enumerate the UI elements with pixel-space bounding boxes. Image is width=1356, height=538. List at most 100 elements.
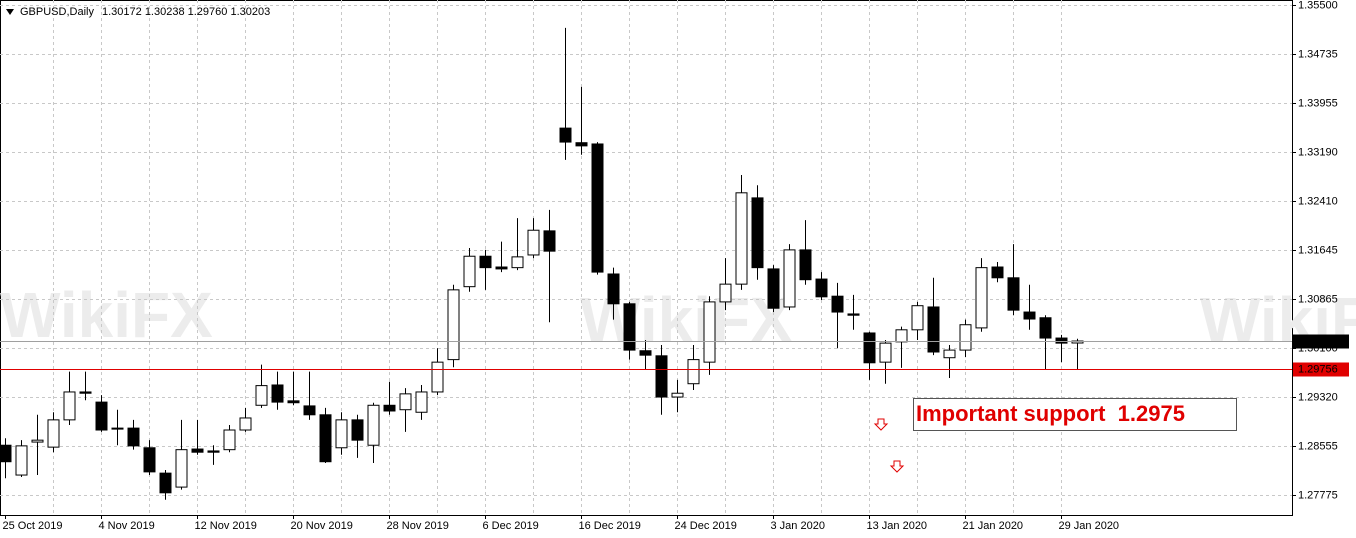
ohlc-label: 1.30172 1.30238 1.29760 1.30203	[102, 6, 270, 18]
candle-body	[143, 447, 156, 473]
candle-body	[943, 349, 956, 359]
candle-body	[463, 255, 476, 288]
candle-body	[719, 283, 732, 303]
x-tick-label: 13 Jan 2020	[867, 520, 928, 532]
candle-body	[831, 295, 844, 313]
x-tick-label: 20 Nov 2019	[291, 520, 353, 532]
candle-body	[255, 385, 268, 406]
y-tick-label: 1.28555	[1298, 440, 1338, 452]
candle-body	[335, 419, 348, 449]
candle-body	[31, 439, 44, 443]
candle-body	[175, 449, 188, 488]
x-tick-label: 6 Dec 2019	[483, 520, 539, 532]
candle-body	[623, 303, 636, 351]
candle-body	[415, 391, 428, 413]
candle-body	[1039, 317, 1052, 339]
y-tick-label: 1.31645	[1298, 244, 1338, 256]
candle-body	[223, 429, 236, 451]
candle-body	[495, 266, 508, 270]
candle-body	[95, 401, 108, 431]
candle-body	[879, 342, 892, 363]
y-tick-label: 1.27775	[1298, 489, 1338, 501]
candle-body	[79, 391, 92, 394]
candle-body	[1023, 311, 1036, 320]
candle-body	[863, 332, 876, 364]
x-tick-label: 4 Nov 2019	[99, 520, 155, 532]
candle-body	[511, 256, 524, 269]
candle-body	[799, 249, 812, 281]
x-tick-label: 29 Jan 2020	[1059, 520, 1120, 532]
x-tick-label: 21 Jan 2020	[963, 520, 1024, 532]
y-tick-label: 1.33190	[1298, 146, 1338, 158]
candle-body	[1007, 277, 1020, 311]
candle-body	[15, 445, 28, 476]
candle-body	[191, 448, 204, 453]
x-tick-label: 24 Dec 2019	[675, 520, 737, 532]
candle-body	[479, 255, 492, 269]
candle-body	[655, 355, 668, 398]
menu-triangle	[6, 9, 14, 15]
candle-body	[207, 450, 220, 453]
candle-body	[751, 197, 764, 269]
candle-body	[671, 392, 684, 398]
candle-body	[927, 306, 940, 353]
candle-body	[815, 278, 828, 298]
candle-body	[575, 142, 588, 147]
candle-body	[847, 313, 860, 316]
y-tick-label: 1.35500	[1298, 0, 1338, 11]
candle-body	[351, 419, 364, 441]
candle-body	[303, 405, 316, 416]
candle-body	[319, 414, 332, 463]
x-tick-label: 3 Jan 2020	[771, 520, 825, 532]
y-tick-label: 1.33955	[1298, 97, 1338, 109]
candle-body	[447, 289, 460, 361]
y-tick-label: 1.29320	[1298, 391, 1338, 403]
candle-body	[127, 427, 140, 447]
candle-body	[239, 417, 252, 431]
candle-body	[991, 266, 1004, 279]
y-tick-label: 1.34735	[1298, 48, 1338, 60]
candle-body	[159, 472, 172, 494]
candle-body	[1055, 337, 1068, 344]
candle-body	[63, 391, 76, 421]
price-marker-label: 1.30203	[1298, 335, 1338, 347]
annotation: Important support 1.2975	[916, 401, 1185, 426]
candle-body	[383, 404, 396, 412]
candle-body	[895, 329, 908, 343]
arrow	[889, 460, 905, 473]
candle-body	[559, 127, 572, 143]
arrow	[873, 418, 889, 431]
candle-body	[591, 143, 604, 273]
candle-body	[0, 444, 12, 463]
x-tick-label: 16 Dec 2019	[579, 520, 641, 532]
candle-body	[703, 301, 716, 363]
candle-body	[527, 229, 540, 256]
x-tick-label: 28 Nov 2019	[387, 520, 449, 532]
candle-body	[47, 419, 60, 448]
y-tick-label: 1.32410	[1298, 195, 1338, 207]
watermark: WikiFX	[0, 279, 213, 351]
candle-body	[639, 350, 652, 356]
candle-body	[543, 230, 556, 252]
candle-body	[783, 249, 796, 308]
plot-frame	[0, 0, 1293, 516]
candle-body	[735, 192, 748, 285]
candle-body	[959, 324, 972, 351]
candle-body	[911, 305, 924, 331]
x-tick-label: 12 Nov 2019	[195, 520, 257, 532]
candle-body	[287, 400, 300, 404]
support-marker-label: 1.29756	[1298, 363, 1338, 375]
candle-body	[767, 268, 780, 309]
candle-body	[687, 359, 700, 385]
candle-body	[271, 384, 284, 403]
candle-body	[111, 427, 124, 430]
candle-body	[367, 404, 380, 446]
chart-title: GBPUSD,Daily	[20, 6, 94, 18]
candle-body	[431, 361, 444, 393]
candle-body	[607, 273, 620, 305]
candle-body	[399, 393, 412, 411]
y-tick-label: 1.30865	[1298, 293, 1338, 305]
support-marker	[1293, 362, 1349, 377]
price-marker	[1293, 334, 1349, 349]
